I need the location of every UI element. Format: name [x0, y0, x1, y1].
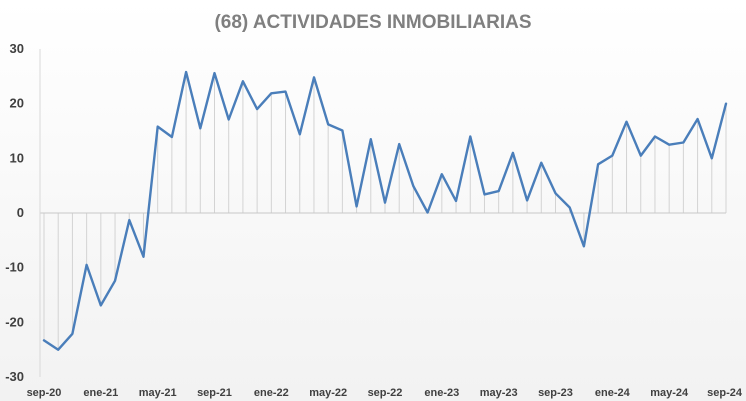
x-tick-label: sep-21: [197, 387, 232, 399]
y-tick-label: -20: [5, 314, 24, 329]
y-tick-label: -10: [5, 260, 24, 275]
series-line: [42, 70, 728, 351]
x-axis-ticks: sep-20 ene-21 may-21 sep-21 ene-22 may-22 sep-…: [27, 387, 743, 399]
x-tick-label: may-21: [139, 387, 177, 399]
x-tick-label: sep-22: [368, 387, 403, 399]
x-tick-label: ene-23: [424, 387, 459, 399]
drop-lines: [43, 71, 727, 350]
x-tick-label: ene-22: [254, 387, 289, 399]
x-tick-label: sep-24: [707, 387, 743, 399]
y-tick-label: 10: [10, 150, 24, 165]
x-tick-label: may-24: [650, 387, 689, 399]
y-tick-label: -30: [5, 369, 24, 384]
x-tick-label: may-22: [309, 387, 347, 399]
x-tick-label: sep-23: [538, 387, 573, 399]
y-tick-label: 0: [17, 205, 24, 220]
y-tick-label: 20: [10, 96, 24, 111]
chart-title: (68) ACTIVIDADES INMOBILIARIAS: [214, 12, 531, 33]
x-tick-label: ene-21: [83, 387, 118, 399]
y-tick-label: 30: [10, 41, 24, 56]
y-axis-ticks: 30 20 10 0 -10 -20 -30: [5, 41, 24, 384]
x-tick-label: may-23: [480, 387, 518, 399]
x-tick-label: ene-24: [595, 387, 631, 399]
x-tick-label: sep-20: [27, 387, 62, 399]
